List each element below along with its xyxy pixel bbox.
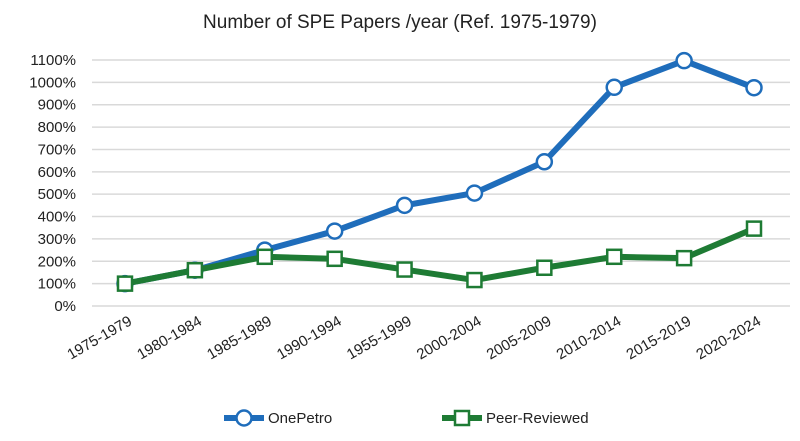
y-tick-label: 800% xyxy=(38,119,76,136)
data-point xyxy=(605,248,623,266)
x-tick-label: 1980-1984 xyxy=(134,313,205,364)
y-tick-label: 500% xyxy=(38,186,76,203)
data-point xyxy=(675,51,693,70)
legend-marker xyxy=(235,409,253,427)
data-point xyxy=(325,222,344,240)
y-tick-label: 1000% xyxy=(29,74,76,91)
legend-marker xyxy=(453,409,471,427)
y-tick-label: 900% xyxy=(38,97,76,114)
x-tick-label: 2020-2024 xyxy=(693,313,764,364)
y-tick-label: 100% xyxy=(38,276,76,293)
legend-label: OnePetro xyxy=(268,410,332,427)
data-point xyxy=(605,78,623,97)
data-point xyxy=(675,249,693,267)
data-point xyxy=(395,196,414,215)
series-peer-reviewed xyxy=(116,220,763,292)
y-tick-label: 0% xyxy=(54,298,76,315)
y-tick-label: 1100% xyxy=(30,52,76,69)
x-tick-label: 1985-1989 xyxy=(204,313,275,364)
series-line xyxy=(124,225,756,287)
legend-item: OnePetro xyxy=(224,409,332,427)
x-tick-label: 2005-2009 xyxy=(484,313,555,364)
series-line xyxy=(124,57,756,287)
x-tick-label: 2010-2014 xyxy=(554,313,625,364)
legend-item: Peer-Reviewed xyxy=(442,409,589,427)
data-point xyxy=(326,250,343,268)
data-point xyxy=(535,153,554,171)
y-tick-label: 600% xyxy=(38,164,76,181)
y-tick-label: 300% xyxy=(38,231,76,248)
data-point xyxy=(466,271,483,289)
x-tick-label: 2015-2019 xyxy=(623,313,694,364)
y-tick-label: 700% xyxy=(38,141,76,158)
data-point xyxy=(396,261,413,278)
x-tick-label: 2000-2004 xyxy=(414,313,485,364)
x-tick-label: 1990-1994 xyxy=(274,313,345,364)
y-tick-label: 400% xyxy=(38,209,76,226)
data-point xyxy=(186,261,204,279)
data-point xyxy=(116,275,134,292)
y-tick-label: 200% xyxy=(38,253,76,270)
data-point xyxy=(536,259,553,277)
data-point xyxy=(745,220,763,237)
x-tick-label: 1955-1999 xyxy=(344,313,415,364)
chart-title: Number of SPE Papers /year (Ref. 1975-19… xyxy=(203,12,597,33)
data-point xyxy=(465,184,484,202)
data-point xyxy=(256,248,274,266)
legend-label: Peer-Reviewed xyxy=(486,410,589,427)
data-point xyxy=(745,78,763,97)
x-tick-label: 1975-1979 xyxy=(64,313,135,364)
